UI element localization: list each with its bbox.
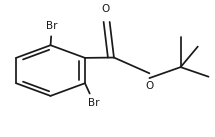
- Text: O: O: [146, 81, 154, 91]
- Text: Br: Br: [46, 21, 57, 31]
- Text: Br: Br: [88, 98, 99, 108]
- Text: O: O: [101, 4, 110, 14]
